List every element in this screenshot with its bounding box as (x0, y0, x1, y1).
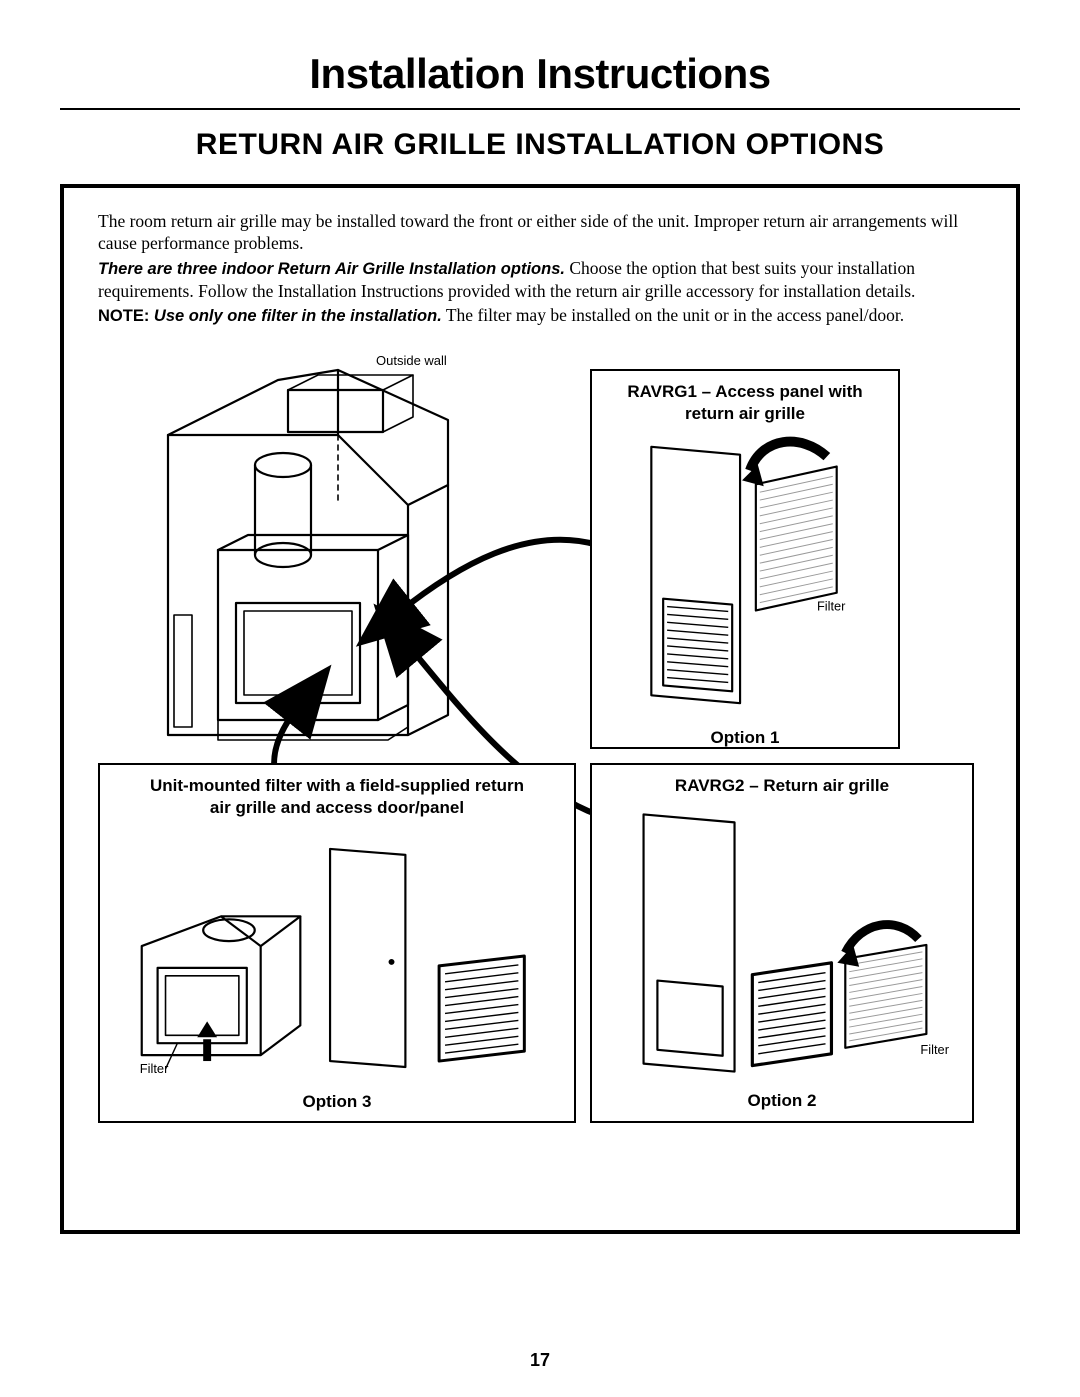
page-title: Installation Instructions (60, 50, 1020, 98)
option1-art: Filter (604, 430, 886, 720)
content-frame: The room return air grille may be instal… (60, 184, 1020, 1234)
title-rule (60, 108, 1020, 110)
option2-title: RAVRG2 – Return air grille (604, 775, 960, 796)
option1-title-l1: RAVRG1 – Access panel with (627, 382, 862, 401)
option3-panel: Unit-mounted filter with a field-supplie… (98, 763, 576, 1123)
option2-filter-label: Filter (920, 1041, 949, 1056)
intro-p2-bold: There are three indoor Return Air Grille… (98, 260, 565, 278)
option1-panel: RAVRG1 – Access panel with return air gr… (590, 369, 900, 749)
option3-caption: Option 3 (112, 1092, 562, 1112)
option1-caption: Option 1 (604, 728, 886, 748)
option2-panel: RAVRG2 – Return air grille (590, 763, 974, 1123)
intro-p2: There are three indoor Return Air Grille… (98, 257, 982, 303)
intro-p3-rest: The filter may be installed on the unit … (442, 305, 904, 325)
option1-title-l2: return air grille (685, 404, 805, 423)
intro-p3-bold: Use only one filter in the installation. (154, 307, 442, 325)
page-number: 17 (0, 1350, 1080, 1371)
intro-p3: NOTE: Use only one filter in the install… (98, 304, 982, 327)
option2-caption: Option 2 (604, 1091, 960, 1111)
section-title: RETURN AIR GRILLE INSTALLATION OPTIONS (60, 128, 1020, 162)
option3-title-l1: Unit-mounted filter with a field-supplie… (150, 776, 524, 795)
option3-filter-label: Filter (140, 1061, 169, 1076)
intro-text: The room return air grille may be instal… (98, 210, 982, 327)
option2-art: Filter (604, 803, 960, 1083)
diagram-area: Outside wall RAVRG1 – Access panel with … (98, 345, 982, 1215)
option3-title-l2: air grille and access door/panel (210, 798, 464, 817)
option1-title: RAVRG1 – Access panel with return air gr… (604, 381, 886, 424)
option3-art: Filter (112, 824, 562, 1084)
intro-p1: The room return air grille may be instal… (98, 210, 982, 255)
option1-filter-label: Filter (817, 598, 846, 613)
option3-title: Unit-mounted filter with a field-supplie… (112, 775, 562, 818)
intro-p3-label: NOTE: (98, 307, 154, 325)
